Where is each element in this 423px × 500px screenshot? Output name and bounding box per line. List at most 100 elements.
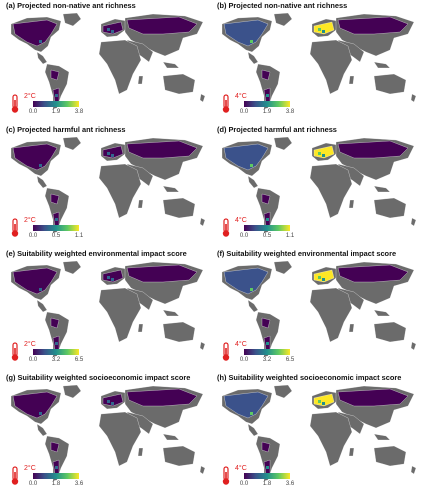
land-region bbox=[199, 465, 206, 475]
land-region bbox=[162, 197, 196, 219]
colorbar-tick: 0.0 bbox=[28, 481, 38, 487]
colorbar-tick: 6.5 bbox=[74, 357, 84, 363]
land-region bbox=[348, 199, 355, 209]
invaded-region bbox=[337, 388, 409, 407]
panel-title: (f) Suitability weighted environmental i… bbox=[217, 249, 397, 258]
map-panel: (e) Suitability weighted environmental i… bbox=[3, 249, 209, 371]
colorbar-tick: 1.1 bbox=[74, 233, 84, 239]
map-panel: (b) Projected non-native ant richness 4°C… bbox=[214, 1, 420, 123]
land-region bbox=[373, 321, 407, 343]
world-map bbox=[10, 260, 206, 358]
invaded-region bbox=[261, 317, 271, 329]
colorbar-tick: 1.9 bbox=[262, 109, 272, 115]
hotspot bbox=[322, 154, 325, 157]
land-region bbox=[137, 75, 144, 85]
invaded-region bbox=[337, 264, 409, 283]
land-region bbox=[62, 260, 82, 275]
land-region bbox=[247, 299, 259, 313]
land-region bbox=[410, 465, 417, 475]
invaded-region bbox=[126, 264, 198, 283]
hotspot bbox=[266, 342, 269, 345]
land-region bbox=[373, 185, 391, 193]
colorbar-tick: 0.0 bbox=[28, 357, 38, 363]
colorbar bbox=[33, 349, 79, 355]
temperature-label: 2°C bbox=[24, 217, 36, 224]
invaded-region bbox=[223, 19, 269, 47]
colorbar-tick: 3.2 bbox=[51, 357, 61, 363]
thermometer-icon bbox=[11, 94, 19, 113]
panel-title: (d) Projected harmful ant richness bbox=[217, 125, 337, 134]
land-region bbox=[36, 175, 48, 189]
hotspot bbox=[107, 400, 110, 403]
world-map bbox=[10, 12, 206, 110]
land-region bbox=[36, 423, 48, 437]
land-region bbox=[348, 447, 355, 457]
hotspot bbox=[322, 278, 325, 281]
hotspot bbox=[250, 40, 253, 43]
land-region bbox=[62, 384, 82, 399]
land-region bbox=[273, 260, 293, 275]
land-region bbox=[162, 61, 180, 69]
panel-title: (c) Projected harmful ant richness bbox=[6, 125, 126, 134]
invaded-region bbox=[12, 267, 58, 295]
invaded-region bbox=[337, 140, 409, 159]
land-region bbox=[36, 299, 48, 313]
land-region bbox=[309, 163, 353, 219]
land-region bbox=[199, 217, 206, 227]
invaded-region bbox=[261, 69, 271, 81]
hotspot bbox=[318, 152, 321, 155]
hotspot bbox=[39, 412, 42, 415]
map-panel: (g) Suitability weighted socioeconomic i… bbox=[3, 373, 209, 495]
land-region bbox=[373, 73, 407, 95]
hotspot bbox=[250, 412, 253, 415]
temperature-label: 4°C bbox=[235, 341, 247, 348]
hotspot bbox=[111, 30, 114, 33]
hotspot bbox=[266, 466, 269, 469]
land-region bbox=[348, 323, 355, 333]
invaded-region bbox=[223, 391, 269, 419]
land-region bbox=[373, 445, 407, 467]
map-panel: (c) Projected harmful ant richness 2°C 0.0… bbox=[3, 125, 209, 247]
colorbar bbox=[244, 225, 290, 231]
colorbar-tick: 1.8 bbox=[51, 481, 61, 487]
panel-title: (b) Projected non-native ant richness bbox=[217, 1, 348, 10]
temperature-label: 2°C bbox=[24, 341, 36, 348]
invaded-region bbox=[50, 69, 60, 81]
land-region bbox=[309, 39, 353, 95]
thermometer-icon bbox=[222, 218, 230, 237]
invaded-region bbox=[12, 143, 58, 171]
colorbar bbox=[244, 101, 290, 107]
land-region bbox=[137, 323, 144, 333]
hotspot bbox=[107, 152, 110, 155]
land-region bbox=[162, 321, 196, 343]
land-region bbox=[309, 287, 353, 343]
thermometer-icon bbox=[11, 218, 19, 237]
colorbar-tick: 0.0 bbox=[28, 109, 38, 115]
colorbar bbox=[33, 101, 79, 107]
invaded-region bbox=[12, 19, 58, 47]
land-region bbox=[273, 12, 293, 27]
land-region bbox=[348, 75, 355, 85]
world-map bbox=[221, 136, 417, 234]
thermometer-icon bbox=[222, 466, 230, 485]
land-region bbox=[273, 136, 293, 151]
land-region bbox=[98, 39, 142, 95]
map-panel: (f) Suitability weighted environmental i… bbox=[214, 249, 420, 371]
hotspot bbox=[250, 164, 253, 167]
land-region bbox=[410, 341, 417, 351]
panel-title: (h) Suitability weighted socioeconomic i… bbox=[217, 373, 402, 382]
land-region bbox=[199, 341, 206, 351]
invaded-region bbox=[50, 317, 60, 329]
colorbar-tick: 3.6 bbox=[285, 481, 295, 487]
land-region bbox=[373, 197, 407, 219]
invaded-region bbox=[12, 391, 58, 419]
hotspot bbox=[55, 466, 58, 469]
colorbar-tick: 3.2 bbox=[262, 357, 272, 363]
colorbar-tick: 0.0 bbox=[239, 357, 249, 363]
land-region bbox=[36, 51, 48, 65]
hotspot bbox=[55, 342, 58, 345]
panel-title: (g) Suitability weighted socioeconomic i… bbox=[6, 373, 191, 382]
hotspot bbox=[322, 30, 325, 33]
temperature-label: 2°C bbox=[24, 465, 36, 472]
hotspot bbox=[250, 288, 253, 291]
